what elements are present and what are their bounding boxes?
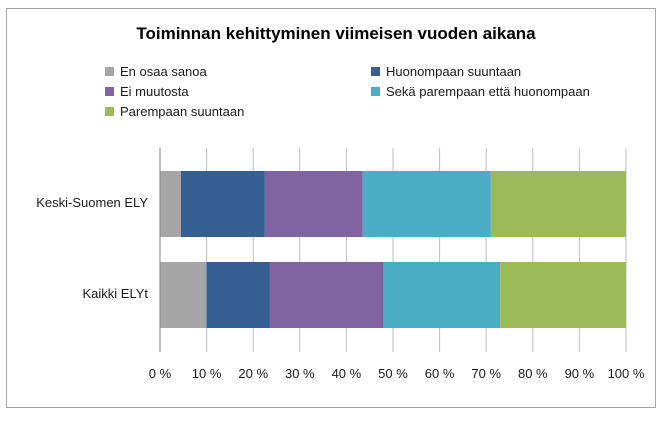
- x-tick-label: 50 %: [378, 366, 408, 381]
- x-tick-label: 90 %: [564, 366, 595, 381]
- legend-swatch: [105, 107, 114, 116]
- x-tick-label: 40 %: [331, 366, 362, 381]
- x-tick-label: 60 %: [424, 366, 455, 381]
- legend-label: Ei muutosta: [120, 84, 189, 99]
- legend-swatch: [371, 87, 380, 96]
- x-tick-label: 20 %: [238, 366, 269, 381]
- legend-label: En osaa sanoa: [120, 64, 207, 79]
- legend-swatch: [105, 67, 114, 76]
- bar-segment: [500, 262, 626, 328]
- legend-swatch: [371, 67, 380, 76]
- category-label: Keski-Suomen ELY: [36, 195, 148, 210]
- x-tick-label: 100 %: [607, 366, 645, 381]
- bar-segment: [490, 171, 626, 237]
- bar-segment: [180, 171, 265, 237]
- x-tick-label: 10 %: [191, 366, 222, 381]
- category-label: Kaikki ELYt: [82, 286, 148, 301]
- x-tick-label: 80 %: [517, 366, 548, 381]
- bar-segment: [206, 262, 270, 328]
- legend-label: Sekä parempaan että huonompaan: [386, 84, 590, 99]
- bar-segment: [160, 262, 207, 328]
- bar-segment: [264, 171, 363, 237]
- legend-swatch: [105, 87, 114, 96]
- chart-title: Toiminnan kehittyminen viimeisen vuoden …: [136, 24, 536, 43]
- legend-item: En osaa sanoa: [105, 64, 207, 79]
- legend-item: Huonompaan suuntaan: [371, 64, 521, 79]
- legend-item: Parempaan suuntaan: [105, 104, 244, 119]
- legend-label: Parempaan suuntaan: [120, 104, 245, 119]
- bar-segment: [160, 171, 181, 237]
- bar-segment: [269, 262, 384, 328]
- legend-label: Huonompaan suuntaan: [386, 64, 522, 79]
- bar-segment: [362, 171, 491, 237]
- x-tick-label: 30 %: [284, 366, 315, 381]
- x-tick-label: 70 %: [471, 366, 502, 381]
- legend-item: Ei muutosta: [105, 84, 189, 99]
- legend-item: Sekä parempaan että huonompaan: [371, 84, 590, 99]
- x-tick-label: 0 %: [148, 366, 172, 381]
- bar-segment: [383, 262, 501, 328]
